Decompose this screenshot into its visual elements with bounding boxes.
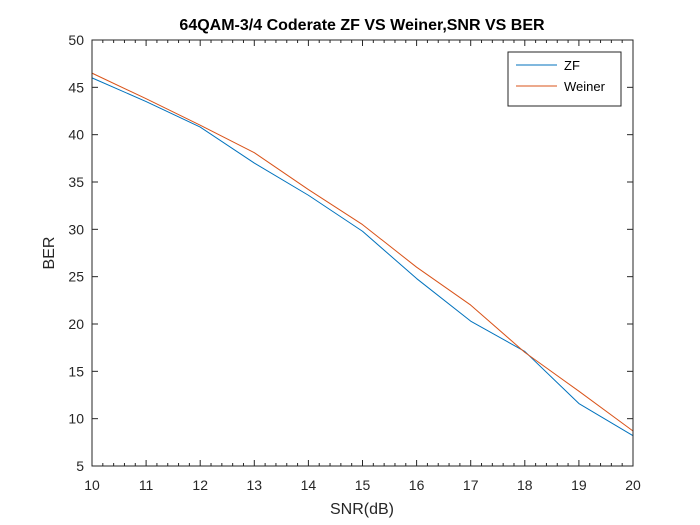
y-tick-label: 35 xyxy=(68,174,84,190)
y-tick-label: 30 xyxy=(68,221,84,237)
y-tick-label: 20 xyxy=(68,316,84,332)
x-axis-title: SNR(dB) xyxy=(330,501,394,518)
y-tick-label: 40 xyxy=(68,127,84,143)
series-group xyxy=(91,72,634,437)
x-tick-label: 14 xyxy=(301,477,317,493)
legend: ZF Weiner xyxy=(507,51,622,107)
chart-title: 64QAM-3/4 Coderate ZF VS Weiner,SNR VS B… xyxy=(179,17,545,34)
x-tick-label: 13 xyxy=(247,477,263,493)
legend-box xyxy=(507,51,622,107)
y-tick-label: 10 xyxy=(68,411,84,427)
x-tick-label: 11 xyxy=(139,477,154,493)
series-line-weiner xyxy=(91,72,634,432)
y-tick-label: 15 xyxy=(68,363,84,379)
x-tick-label: 17 xyxy=(463,477,479,493)
legend-label-weiner: Weiner xyxy=(564,79,606,94)
x-tick-label: 18 xyxy=(517,477,533,493)
x-tick-label: 16 xyxy=(409,477,425,493)
y-tick-label: 25 xyxy=(68,269,84,285)
legend-label-zf: ZF xyxy=(564,58,580,73)
series-line-zf xyxy=(91,77,634,437)
x-tick-label: 12 xyxy=(192,477,208,493)
y-tick-label: 5 xyxy=(76,458,84,474)
y-tick-label: 50 xyxy=(68,32,84,48)
axes-group: 10 11 12 13 14 15 16 17 18 19 20510152025303540455… xyxy=(68,32,641,493)
y-tick-label: 45 xyxy=(68,79,84,95)
x-tick-label: 15 xyxy=(355,477,371,493)
plot-area xyxy=(92,40,633,466)
x-tick-label: 10 xyxy=(84,477,100,493)
x-tick-label: 20 xyxy=(625,477,641,493)
plot-background xyxy=(92,40,633,466)
y-axis-title: BER xyxy=(41,237,58,270)
x-tick-label: 19 xyxy=(571,477,587,493)
